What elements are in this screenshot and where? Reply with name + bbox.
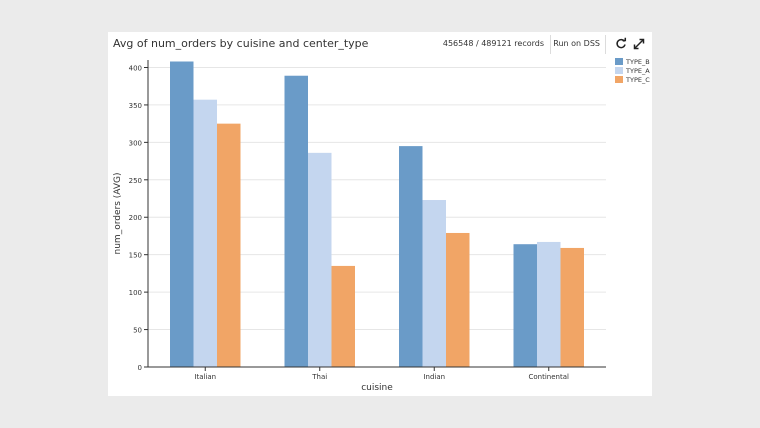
chart-header: Avg of num_orders by cuisine and center_…: [108, 32, 652, 56]
bar-continental-type_a[interactable]: [537, 241, 561, 367]
bar-italian-type_a[interactable]: [193, 99, 218, 367]
bar-italian-type_b[interactable]: [170, 61, 194, 367]
legend-swatch: [615, 67, 623, 74]
chart-title: Avg of num_orders by cuisine and center_…: [113, 37, 369, 50]
x-tick-label: Indian: [423, 373, 445, 381]
axes: 0 50 100 150 200 250 300 350 400 Italian Thai India…: [129, 60, 606, 381]
x-tick-label: Continental: [529, 373, 570, 381]
bar-indian-type_b[interactable]: [399, 146, 423, 367]
bar-italian-type_c[interactable]: [217, 123, 241, 368]
y-tick-label: 0: [138, 364, 142, 372]
y-tick-label: 300: [129, 139, 142, 147]
expand-icon[interactable]: [631, 36, 647, 52]
legend-swatch: [615, 76, 623, 83]
legend-label: TYPE_B: [625, 58, 650, 66]
bar-chart: 0 50 100 150 200 250 300 350 400 Italian Thai India…: [113, 58, 650, 393]
y-tick-label: 250: [129, 177, 142, 185]
y-tick-label: 400: [129, 64, 142, 72]
header-divider: [550, 35, 551, 54]
bar-continental-type_b[interactable]: [513, 244, 538, 367]
x-axis-label: cuisine: [361, 383, 393, 393]
legend-label: TYPE_A: [625, 67, 650, 75]
run-on-dss-button[interactable]: Run on DSS: [553, 39, 600, 48]
y-tick-label: 50: [133, 327, 142, 335]
bar-thai-type_b[interactable]: [284, 75, 309, 367]
legend-label: TYPE_C: [625, 76, 650, 84]
bar-indian-type_c[interactable]: [446, 232, 470, 367]
y-axis-label: num_orders (AVG): [113, 173, 123, 255]
bar-thai-type_c[interactable]: [331, 265, 356, 367]
records-count: 456548 / 489121 records: [442, 39, 544, 48]
y-tick-label: 200: [129, 214, 142, 222]
chart-panel: Avg of num_orders by cuisine and center_…: [108, 32, 652, 396]
y-tick-label: 150: [129, 252, 142, 260]
refresh-icon[interactable]: [613, 36, 629, 52]
y-tick-label: 100: [129, 289, 142, 297]
legend-swatch: [615, 58, 623, 65]
y-tick-label: 350: [129, 102, 142, 110]
x-tick-label: Thai: [311, 373, 327, 381]
bar-continental-type_c[interactable]: [560, 247, 585, 367]
bar-thai-type_a[interactable]: [308, 152, 332, 367]
bar-indian-type_a[interactable]: [422, 200, 447, 367]
bars: [170, 61, 585, 368]
header-divider: [605, 35, 606, 54]
x-tick-label: Italian: [194, 373, 216, 381]
